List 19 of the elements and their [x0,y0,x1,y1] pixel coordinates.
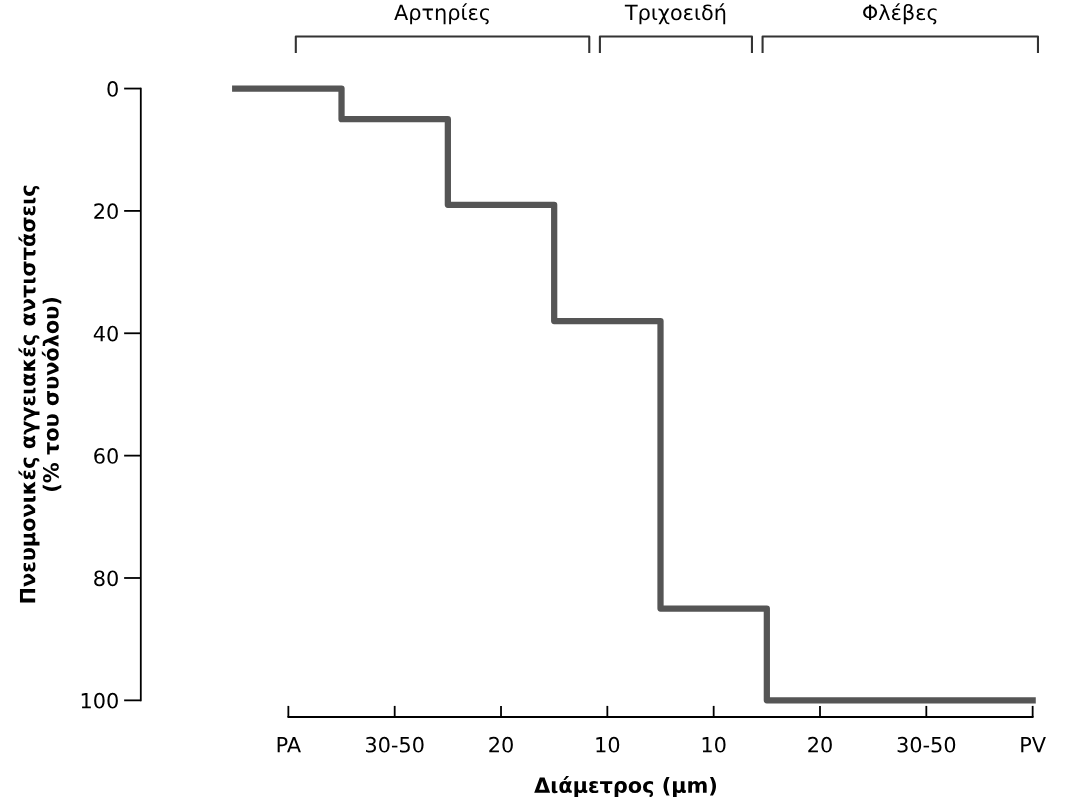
x-tick-label: 10 [596,736,620,753]
x-tick-label: PV [1021,737,1046,753]
y-tick-label: 40 [93,325,118,342]
x-tick-label: 20 [489,736,513,753]
x-tick-label: 20 [808,736,832,753]
y-tick-label: 0 [107,81,118,97]
y-axis-title: Πνευμονικές αγγειακές αντιστάσεις (% του συνόλου) [18,185,62,603]
y-tick-label: 60 [94,448,118,464]
y-tick-label: 80 [94,570,118,587]
text: Αρτηρίες [394,3,489,25]
text: Τριχοειδή [624,3,726,25]
x-tick-label: 30-50 [366,736,424,753]
y-tick-label: 20 [94,203,118,220]
y-tick-label: 100 [81,692,118,709]
x-axis-title: Διάμετρος (μm) [534,776,716,798]
x-tick-label: PA [277,737,301,753]
text: Φλέβες [863,3,937,25]
x-tick-label: 10 [702,736,726,753]
x-tick-label: 30-50 [897,736,956,753]
